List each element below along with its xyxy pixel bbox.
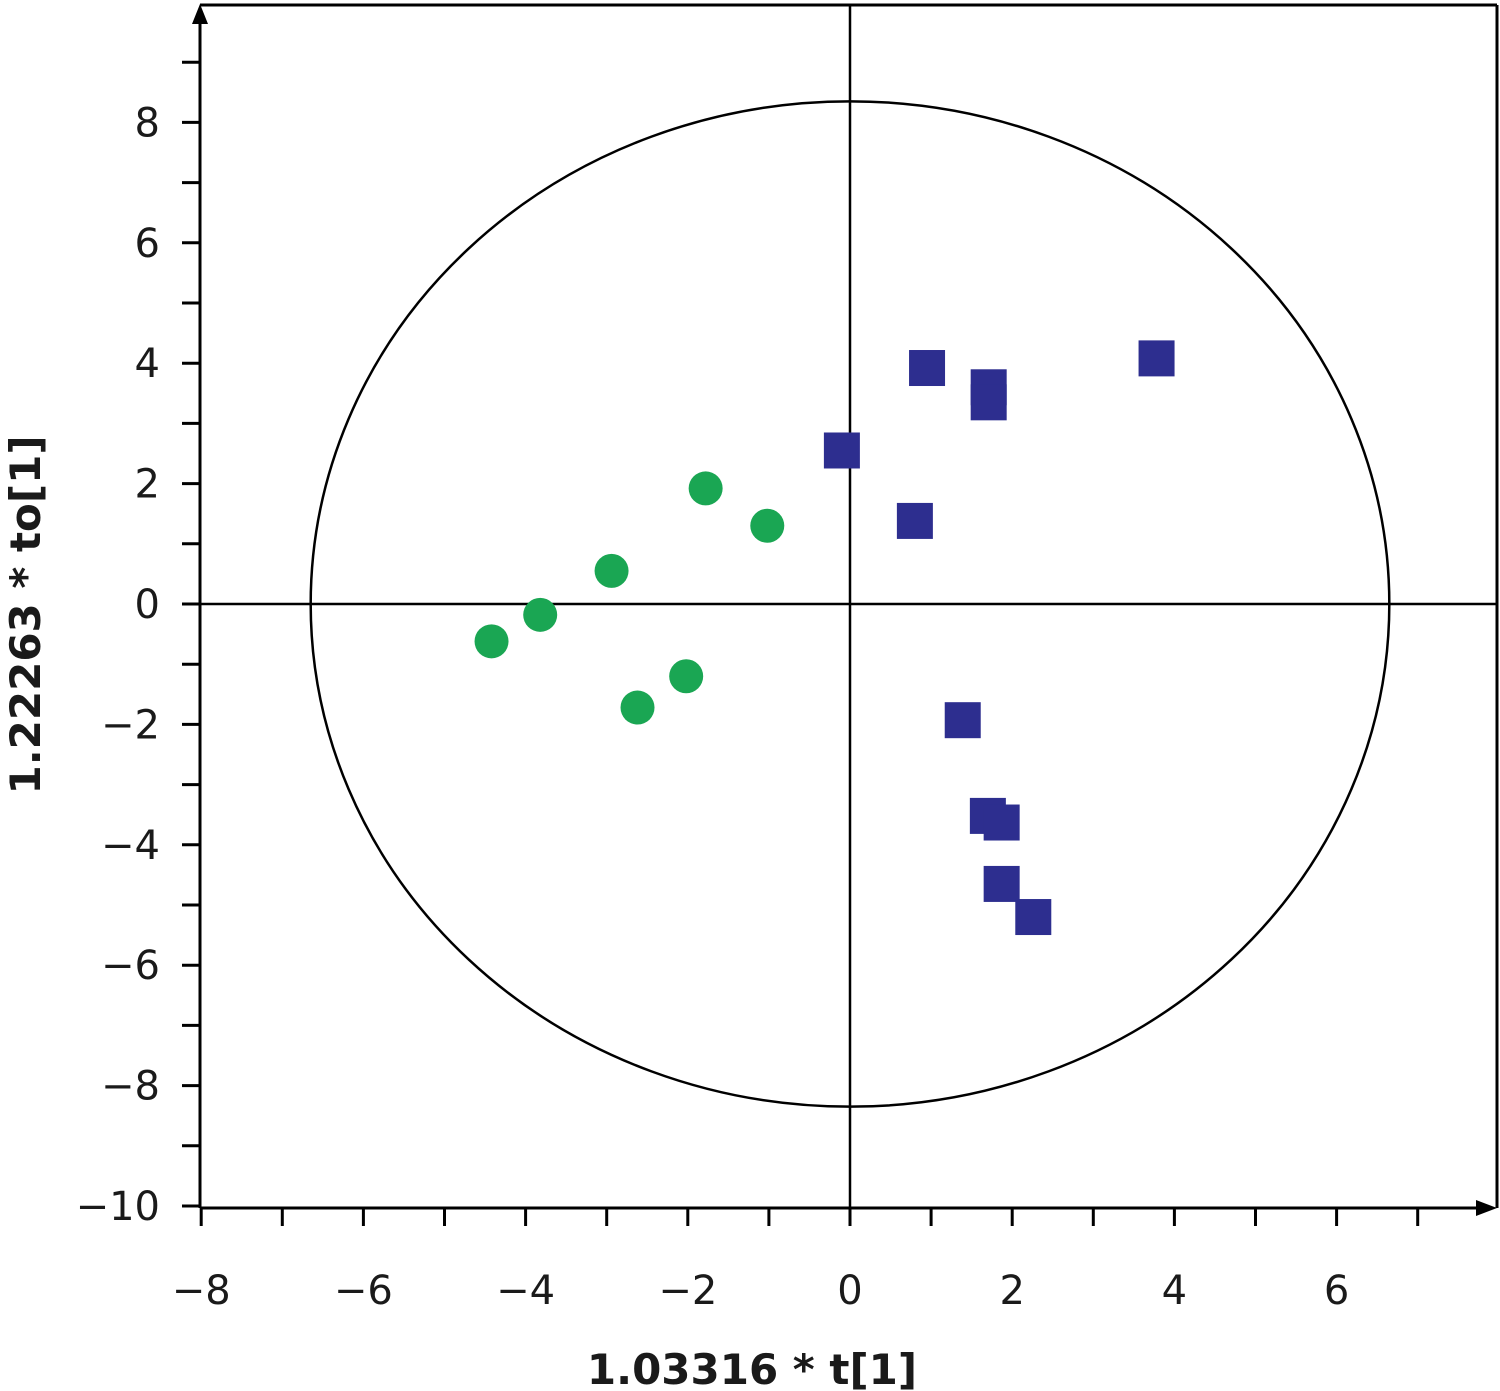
y-axis-ticks: 8 6 4 2 0 −2 −4 −6 −8 −10 bbox=[76, 60, 200, 1230]
x-tick-label: −4 bbox=[496, 1268, 555, 1314]
x-axis-arrow-icon bbox=[1476, 1200, 1497, 1216]
data-point-square bbox=[896, 502, 933, 539]
x-tick-label: 4 bbox=[1162, 1268, 1187, 1314]
y-tick-label: 4 bbox=[135, 341, 160, 387]
y-tick-label: −2 bbox=[101, 702, 160, 748]
data-point-square bbox=[970, 384, 1007, 421]
confidence-ellipse-layer bbox=[309, 100, 1391, 1108]
data-point-square bbox=[983, 865, 1020, 902]
axes bbox=[192, 4, 1497, 1216]
data-point-square bbox=[1015, 899, 1052, 936]
x-axis-ticks: −8 −6 −4 −2 0 2 4 6 bbox=[172, 1208, 1420, 1314]
data-point-square bbox=[1138, 340, 1175, 377]
y-tick-label: 0 bbox=[135, 582, 160, 628]
x-tick-label: −8 bbox=[172, 1268, 231, 1314]
zero-lines bbox=[200, 5, 1497, 1208]
data-point-square bbox=[823, 432, 860, 469]
data-point-circle bbox=[750, 508, 785, 543]
data-point-circle bbox=[669, 659, 704, 694]
x-tick-label: 2 bbox=[999, 1268, 1024, 1314]
data-point-circle bbox=[594, 553, 629, 588]
data-point-circle bbox=[688, 471, 723, 506]
data-point-square bbox=[983, 804, 1020, 841]
y-tick-label: 2 bbox=[135, 462, 160, 508]
x-tick-label: −6 bbox=[334, 1268, 393, 1314]
data-point-circle bbox=[620, 690, 655, 725]
data-point-circle bbox=[523, 597, 558, 632]
data-point-square bbox=[944, 702, 981, 739]
plot-frame bbox=[200, 3, 1499, 1208]
x-tick-label: 0 bbox=[837, 1268, 862, 1314]
hotelling-ellipse bbox=[309, 100, 1391, 1108]
y-tick-label: −4 bbox=[101, 823, 160, 869]
y-tick-label: −6 bbox=[101, 943, 160, 989]
y-tick-label: 8 bbox=[135, 100, 160, 146]
data-points bbox=[474, 340, 1175, 936]
y-tick-label: 6 bbox=[135, 221, 160, 267]
data-point-square bbox=[909, 350, 946, 387]
x-axis-title: 1.03316 * t[1] bbox=[587, 1345, 917, 1391]
x-tick-label: 6 bbox=[1324, 1268, 1349, 1314]
y-tick-label: −10 bbox=[76, 1184, 160, 1230]
x-tick-label: −2 bbox=[658, 1268, 717, 1314]
y-axis-arrow-icon bbox=[192, 4, 208, 24]
y-axis-title: 1.22263 * to[1] bbox=[1, 435, 50, 794]
y-tick-label: −8 bbox=[101, 1064, 160, 1110]
data-point-circle bbox=[474, 624, 509, 659]
